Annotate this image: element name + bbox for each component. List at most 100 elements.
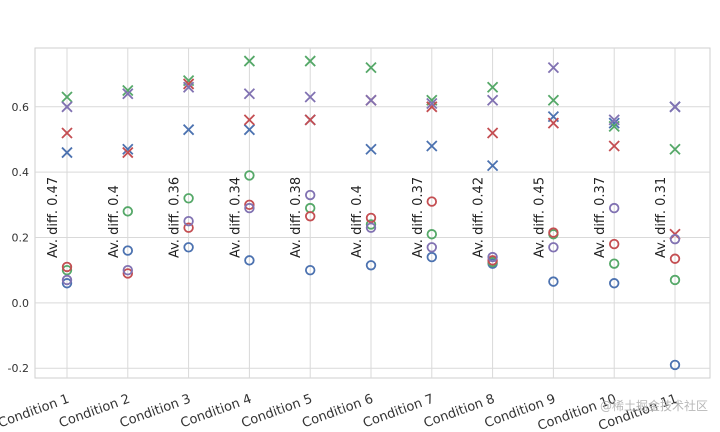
circle-marker-point (305, 264, 316, 276)
annotation-label: Av. diff. 0.47 (46, 177, 61, 258)
circle-marker-point (365, 212, 377, 224)
x-marker-point (669, 143, 681, 155)
circle-marker-point (122, 245, 134, 256)
circle-marker-point (244, 202, 255, 214)
annotation-label: Av. diff. 0.4 (350, 185, 365, 258)
data-points (61, 55, 681, 371)
x-marker-point (61, 91, 73, 103)
circle-marker-point (669, 233, 681, 245)
annotation-label: Av. diff. 0.31 (654, 177, 669, 258)
annotation-labels: Av. diff. 0.47 Av. diff. 0.4 Av. diff. 0.3… (46, 177, 669, 258)
annotation-label: Av. diff. 0.34 (228, 177, 243, 258)
x-marker-point (243, 88, 256, 100)
x-marker-point (547, 117, 560, 129)
annotation-label: Av. diff. 0.37 (411, 177, 426, 258)
x-marker-point (486, 159, 499, 172)
x-marker-point (182, 78, 195, 90)
circle-marker-point (669, 274, 681, 286)
x-marker-point (61, 146, 73, 159)
annotation-label: Av. diff. 0.42 (472, 177, 487, 258)
annotation-label: Av. diff. 0.37 (593, 177, 608, 258)
x-marker-point (365, 61, 377, 74)
circle-marker-point (609, 202, 620, 214)
circle-marker-point (548, 242, 559, 253)
circle-marker-point (61, 264, 73, 276)
watermark-text: @稀土掘金技术社区 (600, 398, 708, 413)
annotation-label: Av. diff. 0.36 (168, 177, 183, 258)
x-marker-point (243, 114, 256, 126)
circle-marker-point (426, 229, 438, 240)
x-marker-point (486, 127, 499, 139)
circle-marker-point (305, 189, 316, 201)
annotation-label: Av. diff. 0.4 (107, 185, 122, 258)
x-marker-point (426, 97, 438, 110)
circle-marker-point (365, 222, 377, 233)
x-marker-point (426, 101, 438, 113)
x-marker-point (243, 55, 256, 67)
y-tick-label: 0.4 (12, 166, 30, 179)
circle-marker-point (183, 242, 194, 253)
x-marker-point (182, 81, 195, 93)
circle-marker-point (487, 251, 498, 263)
circle-marker-point (548, 227, 559, 238)
x-marker-point (547, 61, 560, 74)
circle-marker-point (183, 193, 194, 204)
x-marker-point (486, 81, 499, 93)
x-marker-point (304, 55, 316, 67)
circle-marker-point (365, 219, 377, 230)
circle-marker-point (122, 264, 134, 276)
x-marker-point (426, 140, 438, 152)
x-marker-point (608, 117, 620, 129)
annotation-label: Av. diff. 0.38 (289, 177, 304, 258)
x-marker-point (304, 91, 316, 103)
x-marker-point (61, 101, 73, 113)
circle-marker-point (669, 359, 681, 371)
x-marker-point (122, 84, 134, 97)
y-tick-label: 0.6 (12, 101, 30, 114)
circle-marker-point (426, 196, 438, 207)
x-marker-point (365, 94, 377, 106)
circle-marker-point (548, 276, 559, 287)
circle-marker-point (61, 278, 73, 289)
x-marker-point (122, 88, 134, 100)
circle-marker-point (426, 242, 438, 253)
circle-marker-point (609, 238, 620, 250)
x-marker-point (61, 127, 73, 139)
circle-marker-point (365, 260, 377, 271)
circle-marker-point (305, 211, 316, 222)
y-tick-label: 0.2 (12, 232, 30, 245)
circle-marker-point (609, 278, 620, 289)
circle-marker-point (61, 274, 73, 286)
x-marker-point (122, 146, 134, 159)
circle-marker-point (609, 258, 620, 269)
circle-marker-point (244, 199, 255, 211)
x-marker-point (122, 143, 134, 155)
x-marker-point (669, 101, 681, 113)
x-marker-point (486, 94, 499, 106)
x-marker-point (608, 140, 620, 152)
x-marker-point (365, 143, 377, 155)
y-tick-labels: -0.2 0.0 0.2 0.4 0.6 (8, 101, 29, 375)
circle-marker-point (487, 255, 498, 266)
y-tick-label: 0.0 (12, 297, 30, 310)
y-tick-label: -0.2 (8, 362, 29, 375)
x-marker-point (243, 124, 256, 136)
circle-marker-point (61, 261, 73, 273)
circle-marker-point (244, 170, 255, 181)
x-marker-point (547, 94, 560, 106)
circle-marker-point (426, 251, 438, 263)
circle-marker-point (183, 222, 194, 233)
x-marker-point (304, 114, 316, 126)
circle-marker-point (244, 255, 255, 266)
x-marker-point (608, 114, 620, 126)
annotation-label: Av. diff. 0.45 (532, 177, 547, 258)
circle-marker-point (669, 253, 681, 264)
x-marker-point (182, 124, 195, 136)
plot-frame (34, 47, 711, 379)
circle-marker-point (183, 215, 194, 227)
circle-marker-point (122, 268, 134, 279)
circle-marker-point (122, 206, 134, 217)
